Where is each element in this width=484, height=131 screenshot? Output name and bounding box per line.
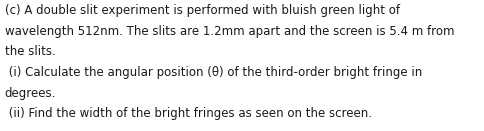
Text: (c) A double slit experiment is performed with bluish green light of: (c) A double slit experiment is performe… xyxy=(5,4,399,17)
Text: (ii) Find the width of the bright fringes as seen on the screen.: (ii) Find the width of the bright fringe… xyxy=(5,107,371,120)
Text: wavelength 512nm. The slits are 1.2mm apart and the screen is 5.4 m from: wavelength 512nm. The slits are 1.2mm ap… xyxy=(5,25,454,38)
Text: (i) Calculate the angular position (θ) of the third-order bright fringe in: (i) Calculate the angular position (θ) o… xyxy=(5,66,421,79)
Text: the slits.: the slits. xyxy=(5,45,56,58)
Text: degrees.: degrees. xyxy=(5,87,56,100)
